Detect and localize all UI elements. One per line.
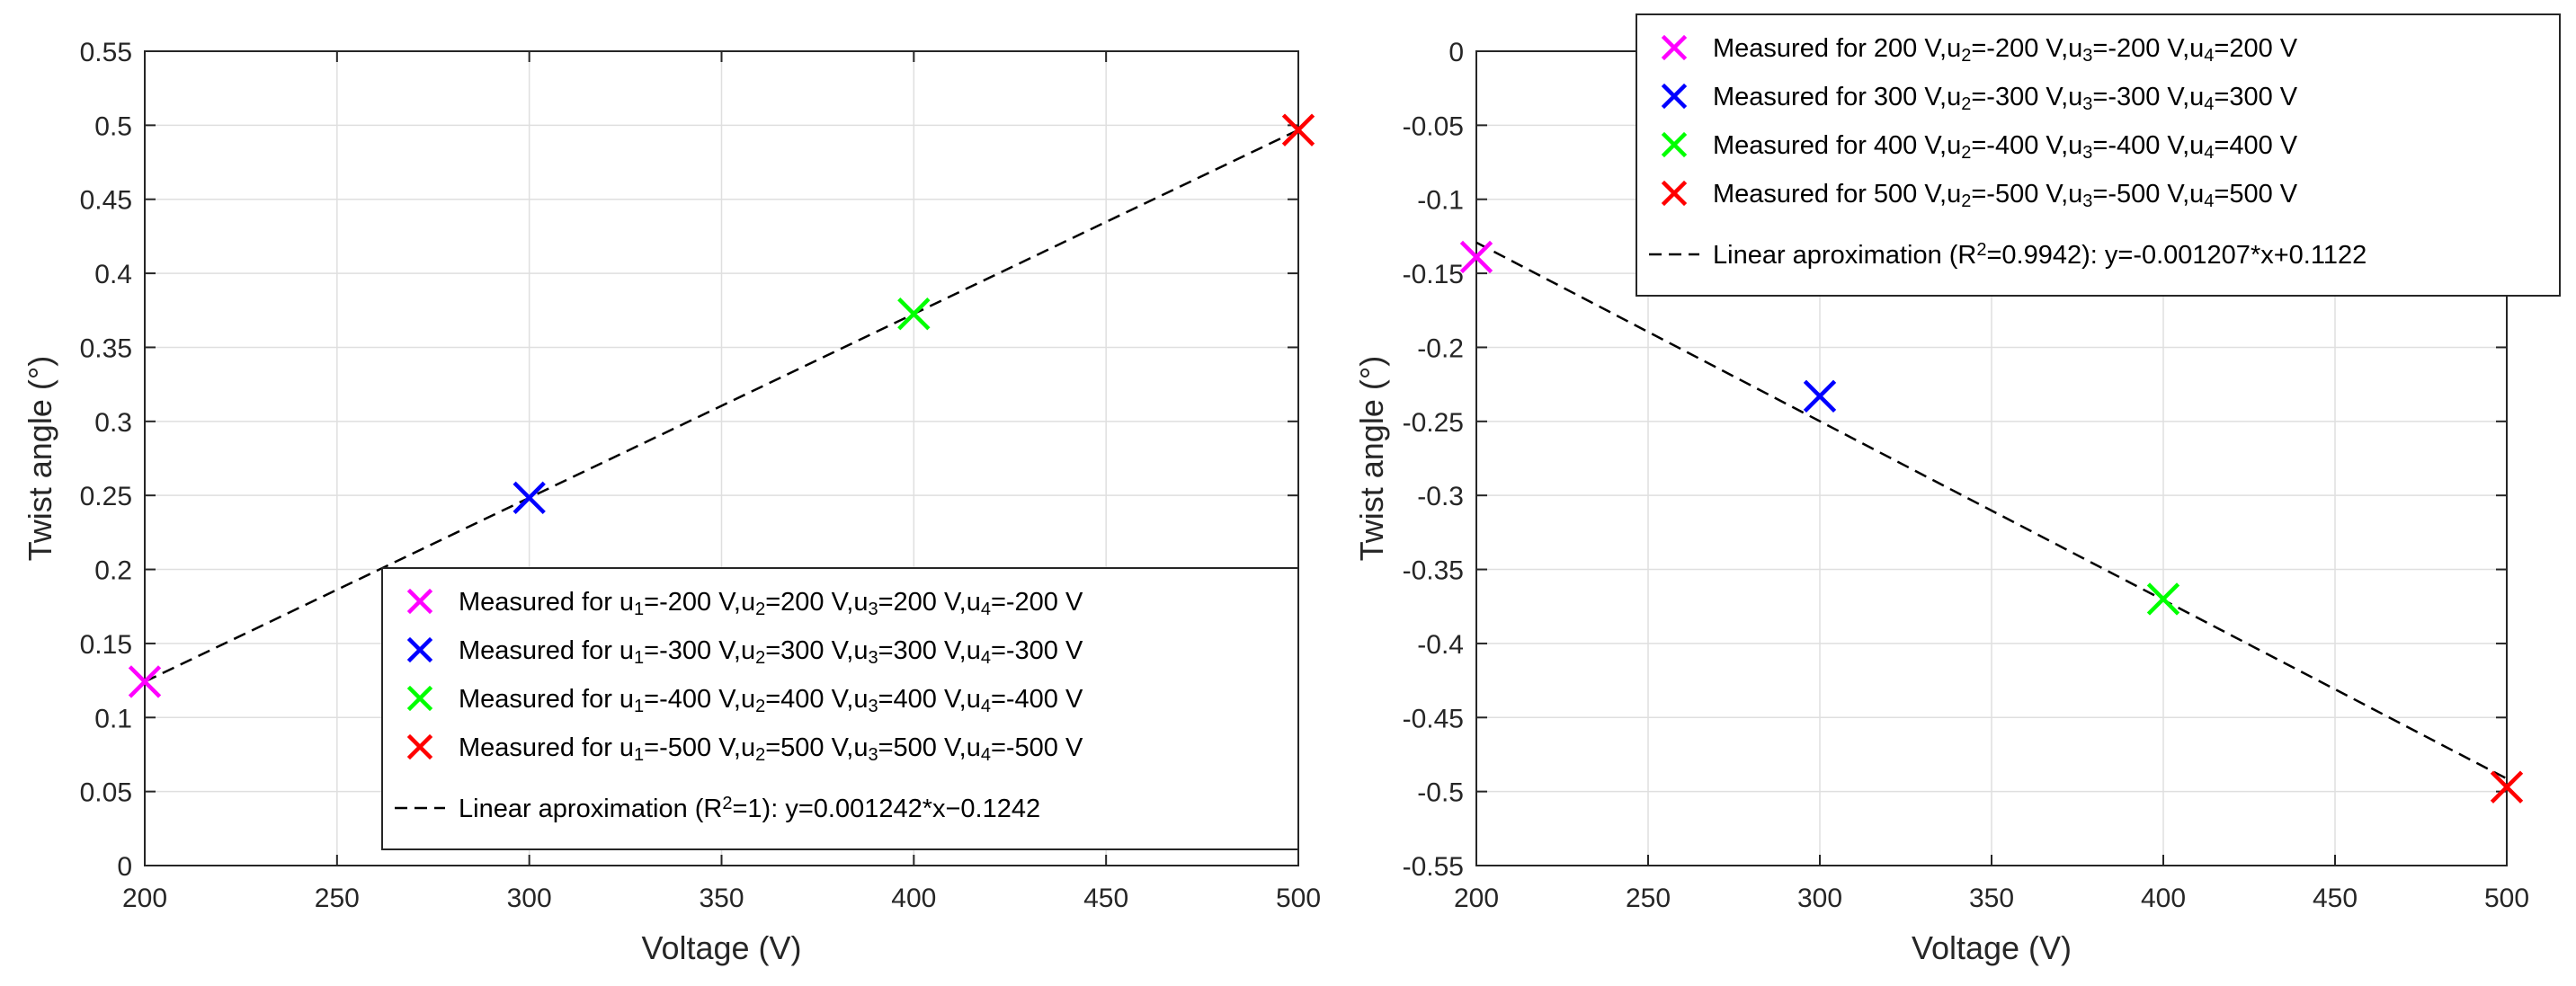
legend-entry: Linear aproximation (R2=1): y=0.001242*x…	[459, 794, 1040, 823]
data-point	[2146, 582, 2180, 616]
data-point	[2490, 770, 2524, 804]
data-point-marker	[2490, 770, 2524, 804]
x-tick-label: 450	[1083, 884, 1128, 913]
y-axis-label: Twist angle (°)	[22, 356, 58, 561]
y-tick-label: 0	[117, 852, 132, 882]
y-axis-label: Twist angle (°)	[1353, 356, 1390, 561]
legend-entry: Measured for u1=-200 V,u2=200 V,u3=200 V…	[459, 588, 1083, 619]
y-tick-label: 0.15	[80, 630, 132, 660]
chart-2: 200 250 300 350 400 450 500 0 -0.05 -0.1 -0.15 -0.2…	[1353, 13, 2561, 966]
legend-marker	[1661, 34, 1688, 61]
data-point	[513, 481, 546, 514]
legend: Measured for u1=-200 V,u2=200 V,u3=200 V…	[381, 567, 1299, 850]
y-tick-label: -0.55	[1403, 852, 1464, 882]
y-tick-label: -0.15	[1403, 260, 1464, 289]
data-point-marker	[128, 665, 162, 698]
data-point-marker	[897, 298, 931, 331]
legend-entry: Measured for u1=-300 V,u2=300 V,u3=300 V…	[459, 636, 1083, 668]
y-tick-label: 0	[1448, 38, 1464, 67]
x-tick-label: 200	[122, 884, 167, 913]
data-point-marker	[1803, 379, 1837, 413]
x-tick-label: 400	[2141, 884, 2186, 913]
data-point	[1803, 379, 1837, 413]
y-tick-label: -0.5	[1417, 778, 1464, 808]
legend-marker	[406, 685, 433, 712]
legend-entry: Measured for u1=-500 V,u2=500 V,u3=500 V…	[459, 733, 1083, 765]
legend-marker	[1661, 131, 1688, 158]
x-tick-label: 250	[1626, 884, 1671, 913]
y-tick-label: -0.05	[1403, 111, 1464, 141]
legend-box	[381, 567, 1299, 850]
chart-1: 200 250 300 350 400 450 500 0 0.05 0.1 0.15 0.2 0.25…	[22, 38, 1321, 966]
data-point	[1459, 240, 1493, 274]
y-tick-label: -0.2	[1417, 333, 1464, 363]
y-tick-label: 0.25	[80, 482, 132, 511]
legend-marker	[1661, 83, 1688, 110]
x-tick-label: 450	[2313, 884, 2358, 913]
fit-line	[144, 129, 1299, 683]
legend-marker	[406, 636, 433, 663]
data-point	[128, 665, 162, 698]
legend-entry: Measured for 400 V,u2=-400 V,u3=-400 V,u…	[1713, 131, 2298, 163]
y-tick-label: -0.35	[1403, 556, 1464, 586]
legend-entry: Linear aproximation (R2=0.9942): y=-0.00…	[1713, 240, 2367, 270]
y-tick-label: 0.2	[94, 556, 132, 586]
data-point-marker	[2146, 582, 2180, 616]
x-tick-label: 300	[1797, 884, 1842, 913]
x-axis-label: Voltage (V)	[1912, 929, 2072, 966]
y-tick-label: 0.35	[80, 333, 132, 363]
x-tick-label: 350	[699, 884, 744, 913]
y-tick-label: 0.45	[80, 186, 132, 216]
data-point	[1281, 113, 1315, 147]
x-tick-label: 300	[507, 884, 552, 913]
legend-marker	[406, 588, 433, 615]
data-point-marker	[513, 481, 546, 514]
fit-line	[1475, 241, 2508, 780]
data-point-marker	[1459, 240, 1493, 274]
legend-marker	[406, 733, 433, 760]
data-point-marker	[1281, 113, 1315, 147]
y-tick-label: 0.3	[94, 408, 132, 438]
y-tick-label: 0.55	[80, 38, 132, 67]
y-tick-label: 0.5	[94, 111, 132, 141]
y-tick-label: 0.1	[94, 704, 132, 733]
legend-entry: Measured for u1=-400 V,u2=400 V,u3=400 V…	[459, 685, 1083, 716]
y-tick-label: -0.3	[1417, 482, 1464, 511]
x-tick-label: 200	[1454, 884, 1499, 913]
x-tick-label: 350	[1969, 884, 2014, 913]
legend-box	[1636, 13, 2561, 297]
x-tick-label: 500	[1276, 884, 1321, 913]
y-tick-label: 0.05	[80, 778, 132, 808]
legend-entry: Measured for 500 V,u2=-500 V,u3=-500 V,u…	[1713, 180, 2298, 211]
x-tick-label: 250	[315, 884, 360, 913]
y-tick-label: -0.1	[1417, 186, 1464, 216]
y-tick-label: -0.45	[1403, 704, 1464, 733]
legend: Measured for 200 V,u2=-200 V,u3=-200 V,u…	[1636, 13, 2561, 297]
legend-entry: Measured for 200 V,u2=-200 V,u3=-200 V,u…	[1713, 34, 2298, 66]
x-tick-label: 400	[891, 884, 936, 913]
legend-marker	[1661, 180, 1688, 207]
y-tick-label: 0.4	[94, 260, 132, 289]
y-tick-label: -0.25	[1403, 408, 1464, 438]
legend-entry: Measured for 300 V,u2=-300 V,u3=-300 V,u…	[1713, 83, 2298, 114]
data-point	[897, 298, 931, 331]
y-tick-label: -0.4	[1417, 630, 1464, 660]
x-axis-label: Voltage (V)	[641, 929, 801, 966]
x-tick-label: 500	[2484, 884, 2529, 913]
